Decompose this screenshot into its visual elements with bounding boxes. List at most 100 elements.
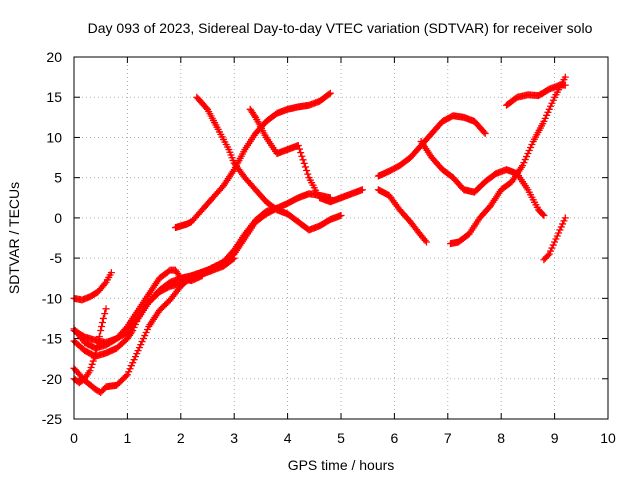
data-point xyxy=(520,159,528,167)
grid xyxy=(74,57,608,419)
data-point xyxy=(134,347,142,355)
data-point xyxy=(544,108,552,116)
data-point xyxy=(421,236,429,244)
x-tick-label: 2 xyxy=(177,430,185,446)
data-point xyxy=(97,327,105,335)
data-point xyxy=(297,149,305,157)
data-point xyxy=(141,332,149,340)
data-point xyxy=(295,145,303,153)
data-point xyxy=(545,250,553,258)
data-point xyxy=(561,73,569,81)
series-line xyxy=(73,193,331,394)
y-tick-label: -10 xyxy=(42,290,62,306)
data-point xyxy=(133,350,141,358)
data-point xyxy=(519,162,527,170)
data-point xyxy=(561,214,569,222)
plot-frame xyxy=(73,56,609,420)
x-tick-label: 4 xyxy=(284,430,292,446)
data-point xyxy=(524,150,532,158)
data-series xyxy=(70,73,569,396)
data-point xyxy=(303,167,311,175)
data-point xyxy=(548,244,556,252)
series-arc-8 xyxy=(193,93,345,234)
y-tick-label: -15 xyxy=(42,331,62,347)
data-point xyxy=(198,272,206,280)
series-arc-6 xyxy=(70,266,206,352)
data-point xyxy=(325,90,333,98)
data-point xyxy=(555,229,563,237)
data-point xyxy=(480,128,488,136)
data-point xyxy=(101,310,109,318)
data-point xyxy=(548,99,556,107)
data-point xyxy=(553,232,561,240)
data-point xyxy=(131,353,139,361)
data-point xyxy=(250,112,258,120)
y-tick-label: 5 xyxy=(54,170,62,186)
series-arc-15 xyxy=(540,214,569,264)
x-tick-label: 7 xyxy=(444,430,452,446)
data-point xyxy=(326,89,334,97)
data-point xyxy=(557,223,565,231)
data-point xyxy=(87,364,95,372)
data-point xyxy=(294,141,302,149)
data-point xyxy=(98,322,106,330)
series-arc-11 xyxy=(374,186,430,246)
data-point xyxy=(126,365,134,373)
data-point xyxy=(337,211,345,219)
data-point xyxy=(525,147,533,155)
data-point xyxy=(88,360,96,368)
x-tick-label: 3 xyxy=(230,430,238,446)
data-point xyxy=(539,210,547,218)
series-arc-7 xyxy=(171,89,334,232)
data-point xyxy=(547,102,555,110)
data-point xyxy=(102,305,110,313)
data-point xyxy=(122,372,130,380)
series-arc-10 xyxy=(374,112,489,180)
data-point xyxy=(99,314,107,322)
data-point xyxy=(549,96,557,104)
x-tick-label: 9 xyxy=(551,430,559,446)
data-point xyxy=(125,368,133,376)
data-point xyxy=(301,163,309,171)
data-point xyxy=(202,104,210,112)
data-point xyxy=(129,359,137,367)
data-point xyxy=(358,186,366,194)
x-tick-label: 0 xyxy=(70,430,78,446)
chart-title: Day 093 of 2023, Sidereal Day-to-day VTE… xyxy=(88,20,593,36)
data-point xyxy=(137,341,145,349)
series-line xyxy=(420,141,545,216)
data-point xyxy=(142,329,150,337)
data-point xyxy=(561,81,569,89)
data-point xyxy=(527,144,535,151)
y-tick-label: -5 xyxy=(50,250,63,266)
data-point xyxy=(528,140,536,148)
data-point xyxy=(552,235,560,243)
data-point xyxy=(549,241,557,249)
x-axis-label: GPS time / hours xyxy=(288,457,395,473)
data-point xyxy=(547,247,555,255)
x-tick-label: 8 xyxy=(497,430,505,446)
data-point xyxy=(123,371,131,379)
y-tick-label: 0 xyxy=(54,210,62,226)
data-point xyxy=(545,105,553,113)
data-point xyxy=(304,170,312,178)
data-point xyxy=(122,324,130,332)
series-arc-1 xyxy=(70,269,115,304)
data-point xyxy=(138,338,146,346)
data-point xyxy=(543,111,551,119)
data-point xyxy=(523,153,531,161)
data-point xyxy=(107,269,115,277)
y-tick-label: 15 xyxy=(46,89,62,105)
x-tick-label: 1 xyxy=(124,430,132,446)
y-tick-label: -25 xyxy=(42,411,62,427)
series-arc-14 xyxy=(503,81,569,109)
series-arc-9 xyxy=(246,105,366,206)
data-point xyxy=(551,238,559,246)
data-point xyxy=(86,367,94,375)
data-point xyxy=(559,220,567,228)
data-point xyxy=(143,326,151,334)
data-point xyxy=(481,129,489,137)
axis-ticks: 0 1 2 3 4 5 6 7 8 9 10 -25 -20 -15 -10 -5 0 5 10 15 20 xyxy=(42,49,616,446)
